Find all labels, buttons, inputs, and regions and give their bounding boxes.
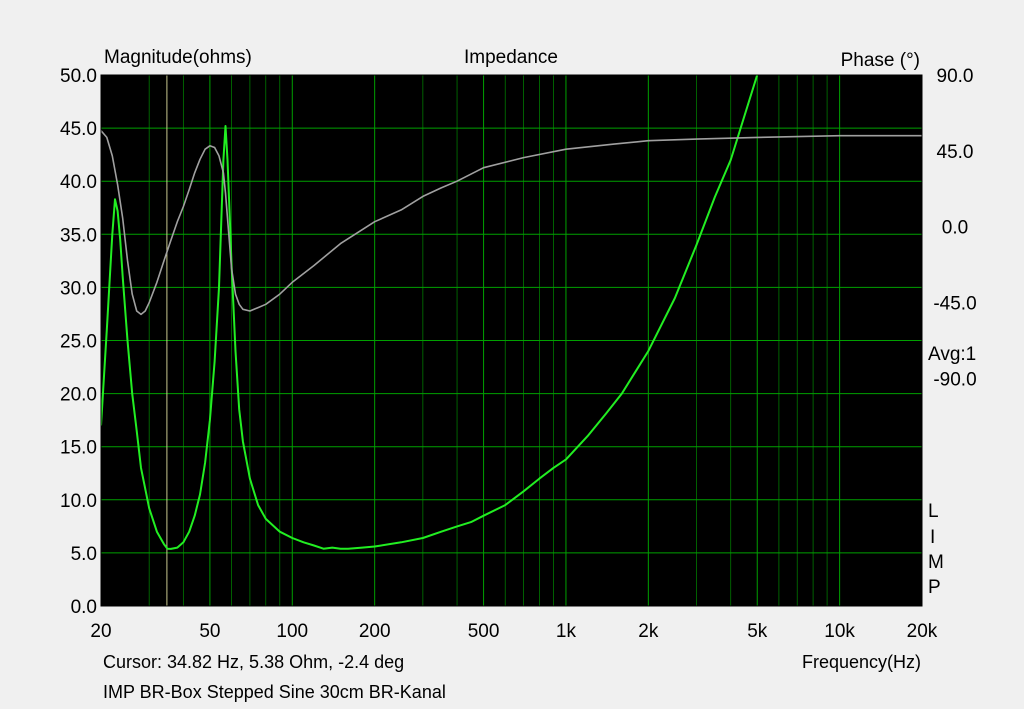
y2-tick-label: -90.0 <box>933 369 976 390</box>
y2-tick-label: 45.0 <box>937 142 974 163</box>
right-axis-title: Phase (°) <box>841 50 920 71</box>
y-tick-label: 25.0 <box>60 332 97 353</box>
plot-frame <box>100 74 923 607</box>
limp-letter: L <box>928 501 939 522</box>
y-tick-label: 15.0 <box>60 438 97 459</box>
y-tick-label: 45.0 <box>60 119 97 140</box>
y-tick-label: 20.0 <box>60 385 97 406</box>
limp-letter: P <box>928 577 941 598</box>
y-tick-label: 35.0 <box>60 225 97 246</box>
x-axis-title: Frequency(Hz) <box>802 652 921 672</box>
x-tick-label: 10k <box>824 621 855 642</box>
y-tick-label: 5.0 <box>71 544 97 565</box>
x-axis-tick-labels: 20 50 100 200 500 1k 2k 5k 10k 20k <box>90 621 937 642</box>
avg-label: Avg:1 <box>928 344 976 365</box>
y-tick-label: 30.0 <box>60 278 97 299</box>
magnitude-series-line <box>101 75 759 550</box>
y-tick-label: 50.0 <box>60 66 97 87</box>
y2-axis-tick-labels: 90.0 45.0 0.0 -45.0 -90.0 <box>933 66 976 390</box>
measurement-name: IMP BR-Box Stepped Sine 30cm BR-Kanal <box>103 682 446 702</box>
x-tick-label: 5k <box>747 621 768 642</box>
x-tick-label: 2k <box>638 621 659 642</box>
limp-letter: M <box>928 552 944 573</box>
x-tick-label: 1k <box>556 621 577 642</box>
y2-tick-label: -45.0 <box>933 294 976 315</box>
x-tick-label: 50 <box>199 621 220 642</box>
x-tick-label: 20 <box>90 621 111 642</box>
y2-tick-label: 90.0 <box>937 66 974 87</box>
chart-title: Impedance <box>464 47 558 68</box>
x-tick-label: 100 <box>276 621 308 642</box>
y-tick-label: 10.0 <box>60 491 97 512</box>
series-layer <box>101 75 922 550</box>
x-tick-label: 20k <box>907 621 938 642</box>
limp-label: L I M P <box>928 501 944 598</box>
phase-series-line <box>101 130 922 316</box>
x-tick-label: 500 <box>468 621 500 642</box>
y-axis-tick-labels: 0.0 5.0 10.0 15.0 20.0 25.0 30.0 35.0 40.0 45.0 50… <box>60 66 97 618</box>
y2-tick-label: 0.0 <box>942 218 968 239</box>
left-axis-title: Magnitude(ohms) <box>104 47 252 68</box>
cursor-readout: Cursor: 34.82 Hz, 5.38 Ohm, -2.4 deg <box>103 652 404 672</box>
x-tick-label: 200 <box>359 621 391 642</box>
y-tick-label: 40.0 <box>60 172 97 193</box>
limp-letter: I <box>930 527 935 548</box>
y-tick-label: 0.0 <box>71 597 97 618</box>
